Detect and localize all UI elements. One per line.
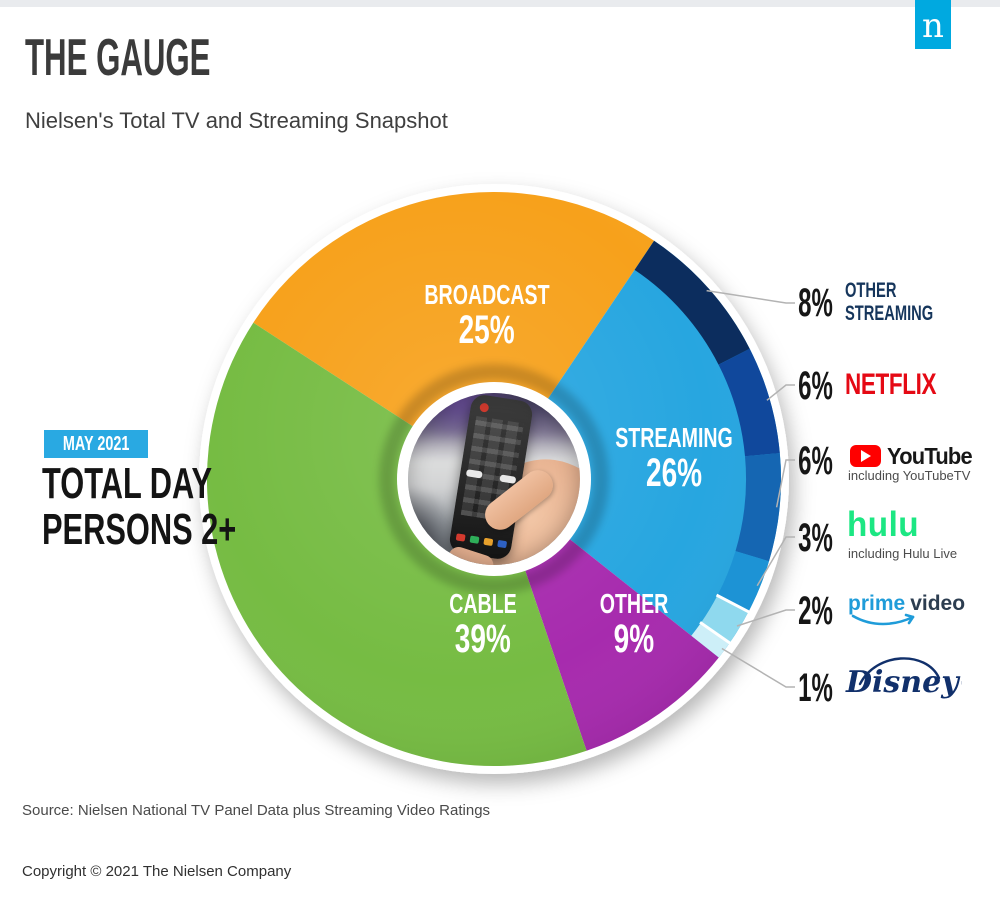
- remote-photo: [408, 393, 580, 565]
- legend-pct-youtube: 6%: [798, 439, 833, 483]
- netflix-logo: NETFLIX: [845, 368, 937, 401]
- disney-arc: [858, 657, 941, 686]
- youtube-play-icon: [850, 445, 881, 467]
- slice-label-other: OTHER 9%: [599, 588, 669, 661]
- nielsen-logo-letter: n: [922, 6, 944, 46]
- copyright-text: Copyright © 2021 The Nielsen Company: [22, 863, 292, 880]
- legend-pct-prime-video: 2%: [798, 589, 833, 633]
- youtube-logo: YouTube: [850, 443, 976, 469]
- legend-pct-disney-plus: 1%: [798, 666, 833, 710]
- slice-label-broadcast: BROADCAST 25%: [424, 279, 550, 352]
- hulu-logo: hulu: [847, 505, 920, 544]
- legend-pct-hulu: 3%: [798, 516, 833, 560]
- svg-text:Disney+: Disney+: [845, 665, 962, 700]
- nielsen-logo: n: [915, 0, 951, 49]
- legend-pct-netflix: 6%: [798, 364, 833, 408]
- top-bar: [0, 0, 1000, 7]
- period-badge: MAY 2021: [44, 430, 148, 458]
- slice-label-cable: CABLE 39%: [449, 588, 517, 661]
- hulu-note: including Hulu Live: [848, 546, 958, 561]
- youtube-play-triangle: [861, 450, 871, 462]
- photo-vignette: [408, 393, 580, 565]
- disney-plus-logo: Disney+: [845, 657, 962, 700]
- other-streaming-logo: OTHER STREAMING: [845, 279, 934, 326]
- page-subtitle: Nielsen's Total TV and Streaming Snapsho…: [25, 108, 448, 133]
- youtube-note: including YouTubeTV: [848, 468, 971, 483]
- slice-label-streaming: STREAMING 26%: [615, 422, 733, 495]
- prime-smile-icon: [851, 613, 915, 626]
- audience-label-line2: PERSONS 2+: [42, 505, 237, 554]
- legend-pct-other-streaming: 8%: [798, 281, 833, 325]
- prime-video-logo: prime video: [848, 592, 966, 615]
- audience-label-line1: TOTAL DAY: [42, 459, 213, 508]
- page-title: THE GAUGE: [25, 29, 211, 87]
- source-text: Source: Nielsen National TV Panel Data p…: [22, 802, 491, 819]
